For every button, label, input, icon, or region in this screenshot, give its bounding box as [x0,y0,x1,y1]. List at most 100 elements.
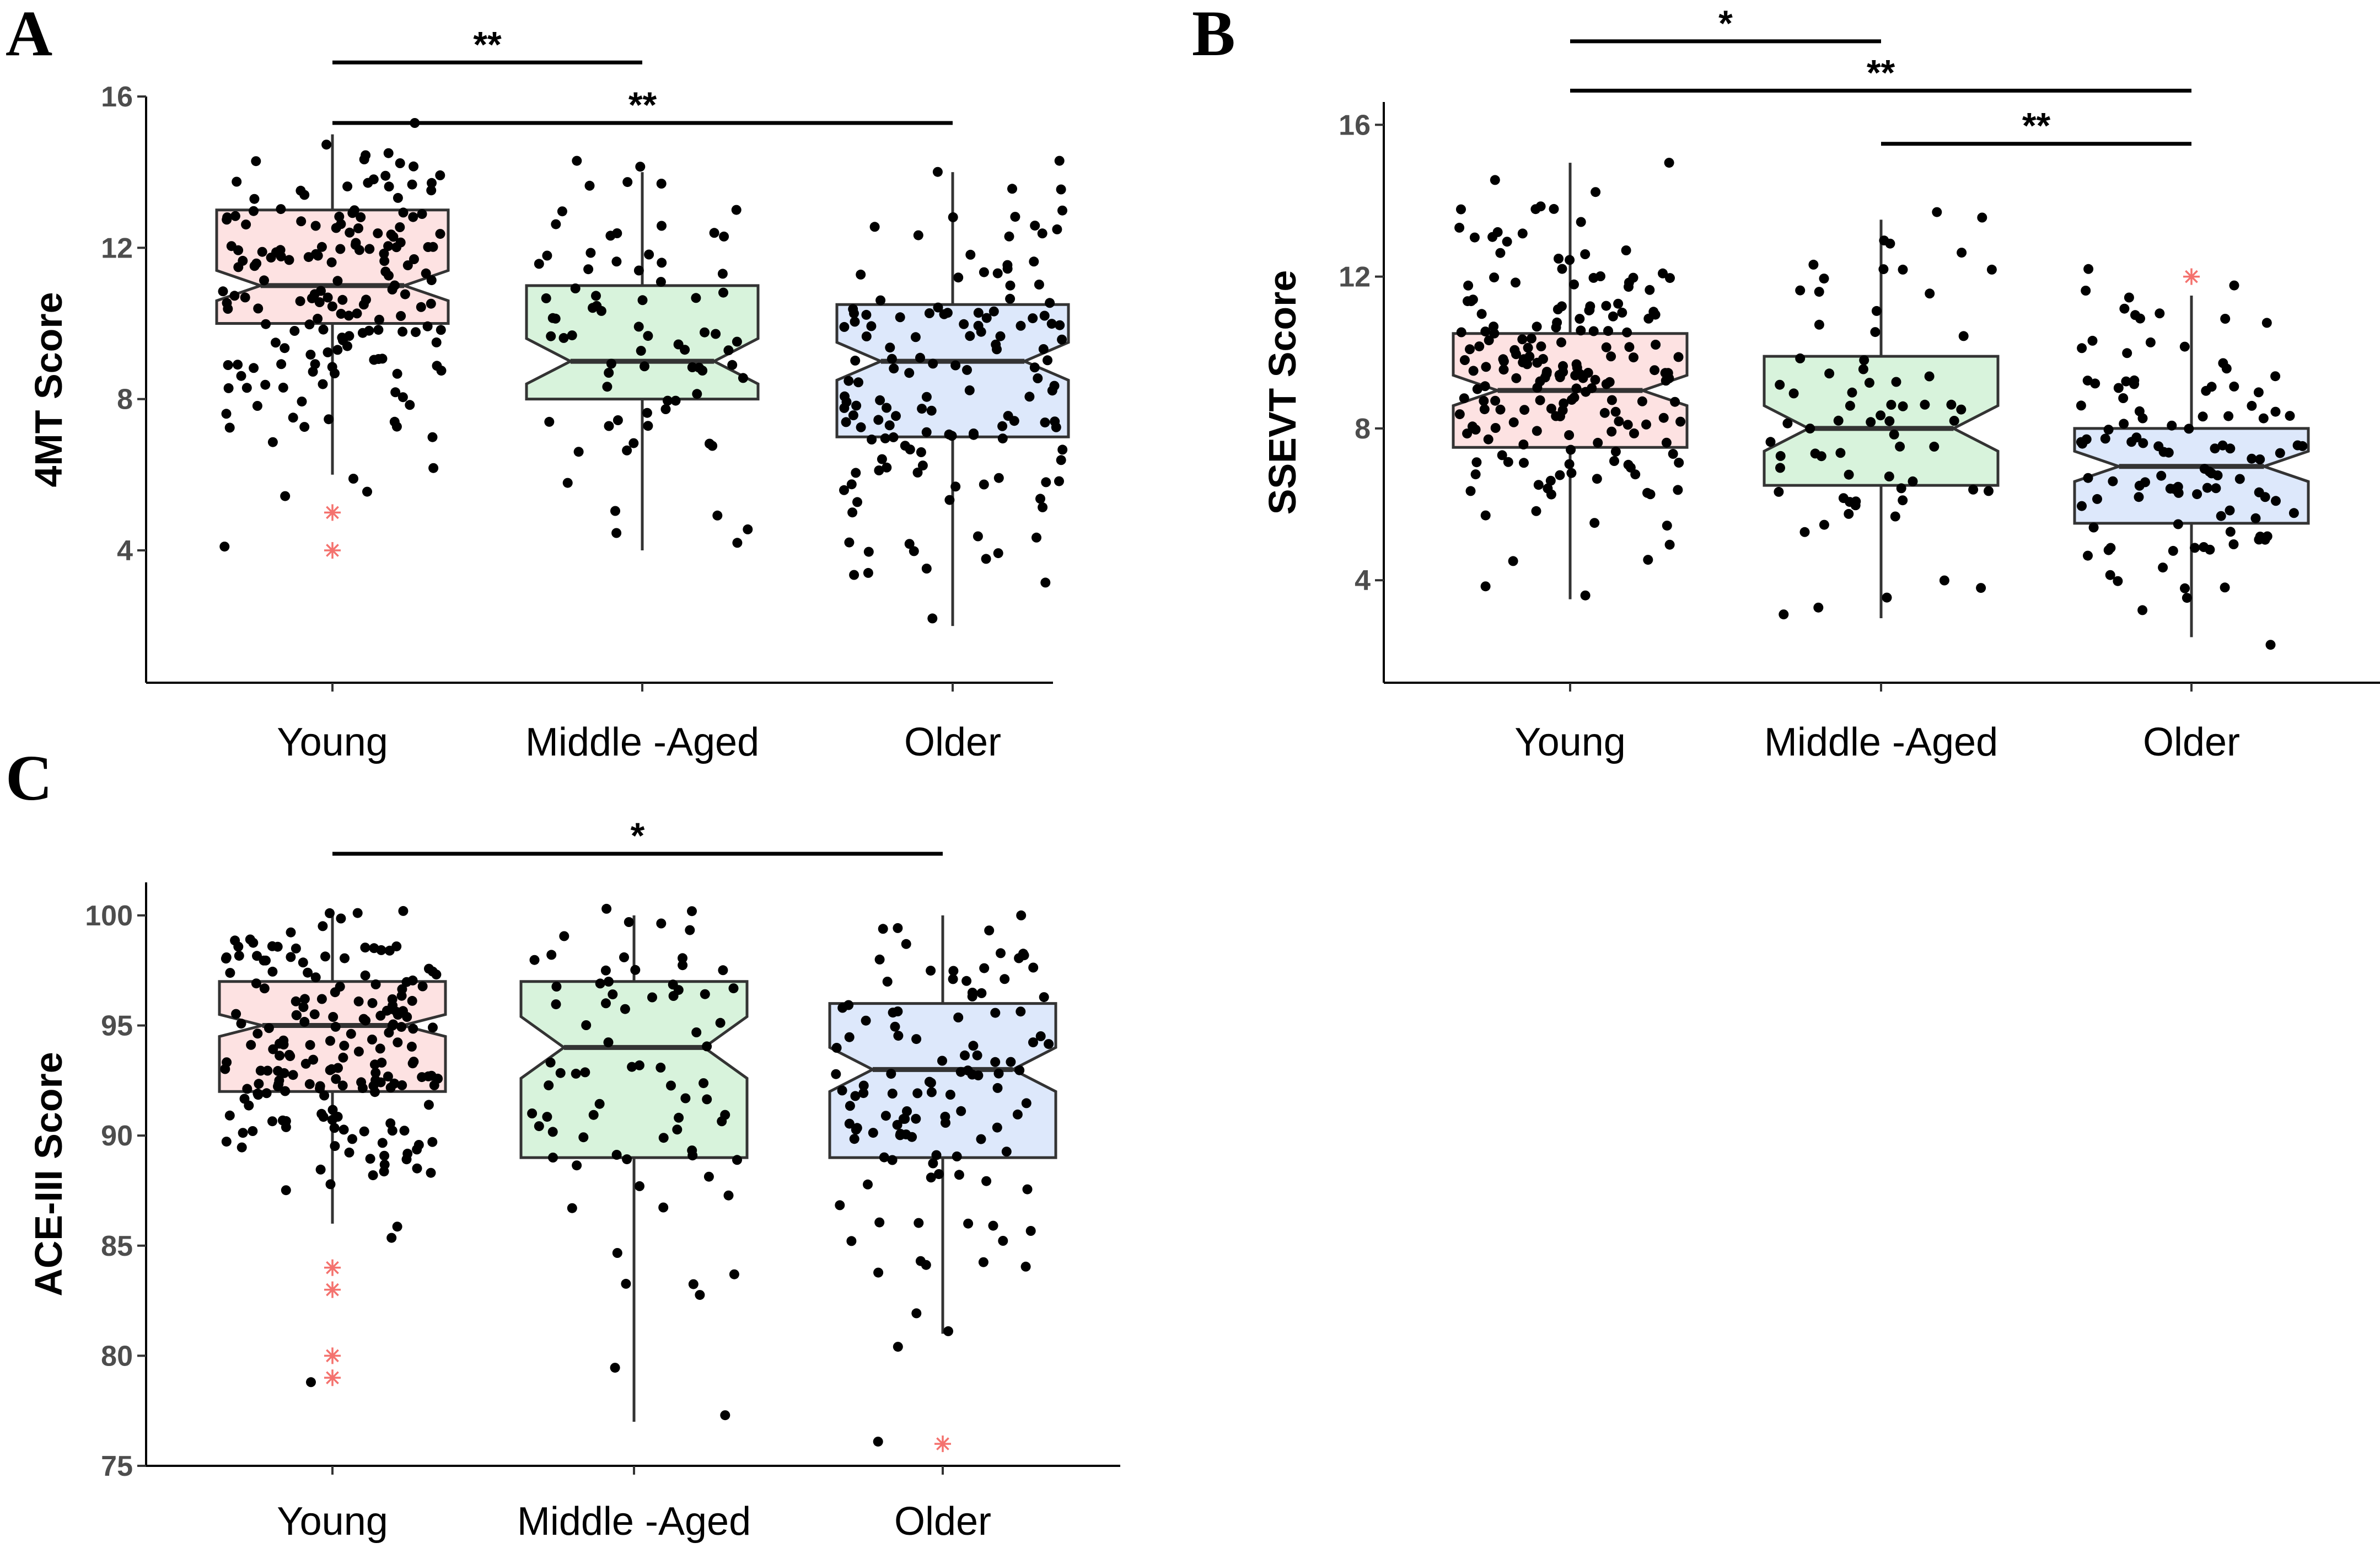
data-point [313,313,323,324]
data-point [604,977,614,987]
data-point [711,329,721,339]
data-point [310,972,321,983]
data-point [995,331,1006,341]
data-point [232,176,242,187]
data-point [373,228,383,239]
data-point [1844,469,1854,480]
data-point [993,473,1004,483]
data-point [1028,1037,1038,1048]
data-point [1588,326,1599,336]
data-point [1035,1031,1046,1041]
data-point [370,1087,380,1097]
data-point [398,906,409,916]
outlier-stroke [326,1371,339,1385]
data-point [732,538,743,548]
data-point [926,1172,936,1183]
data-point [965,331,975,341]
data-point [2204,467,2215,477]
data-point [1609,456,1619,466]
data-point [2081,286,2091,296]
data-point [916,447,926,457]
data-point [945,1090,955,1100]
data-point [231,1009,241,1019]
data-point [723,1190,734,1201]
data-point [973,308,984,318]
data-point [527,1108,538,1118]
data-point [1864,378,1874,388]
data-point [251,156,261,167]
data-point [325,908,335,918]
data-point [2255,454,2265,464]
data-point [913,230,923,240]
data-point [1844,508,1854,519]
data-point [320,951,330,962]
data-point [412,1163,422,1174]
data-point [411,327,421,338]
data-point [1673,352,1684,362]
data-point [1545,475,1556,486]
data-point [267,437,278,447]
data-point [656,179,667,189]
data-point [915,352,925,363]
data-point [280,343,290,353]
data-point [1819,519,1829,530]
data-point [1463,280,1474,291]
data-point [330,368,340,378]
data-point [278,382,288,393]
y-tick-label: 12 [1339,261,1371,293]
data-point [943,1326,953,1336]
data-point [541,293,551,303]
data-point [1833,415,1844,426]
data-point [384,181,394,192]
data-point [2145,337,2156,347]
data-point [2168,545,2178,556]
data-point [1518,357,1528,368]
data-point [1046,319,1057,329]
data-point [373,325,384,335]
data-point [1578,373,1588,383]
data-point [861,331,872,341]
data-point [1000,974,1010,984]
data-point [397,392,408,403]
data-point [978,1257,988,1267]
data-point [904,368,915,378]
data-point [953,1013,964,1022]
data-point [1531,506,1541,516]
data-point [249,194,260,204]
data-point [573,447,584,457]
data-point [703,1171,714,1182]
data-point [856,422,866,432]
data-point [968,1041,979,1051]
data-point [1624,277,1634,288]
data-point [2137,413,2148,424]
data-point [719,231,729,242]
data-point [357,328,368,338]
data-point [280,1086,291,1096]
data-point [344,1147,354,1158]
data-point [2212,470,2223,480]
data-point [377,353,388,364]
data-point [2090,378,2100,389]
data-point [1470,469,1481,480]
data-point [1891,377,1901,387]
data-point [1480,581,1491,592]
data-point [976,326,986,337]
data-point [1007,184,1017,194]
data-point [611,256,622,267]
data-point [547,1127,558,1137]
data-point [335,244,346,254]
data-point [315,1164,326,1175]
data-point [887,353,897,364]
data-point [233,360,243,370]
data-point [274,1075,284,1086]
panel-letter: C [6,742,52,814]
outlier-stroke [2185,270,2198,283]
data-point [1566,395,1577,405]
data-point [633,265,644,276]
data-point [604,368,614,378]
data-point [389,280,400,291]
data-point [668,991,679,1001]
data-point [271,338,281,348]
data-point [2223,411,2234,421]
data-point [642,408,652,418]
